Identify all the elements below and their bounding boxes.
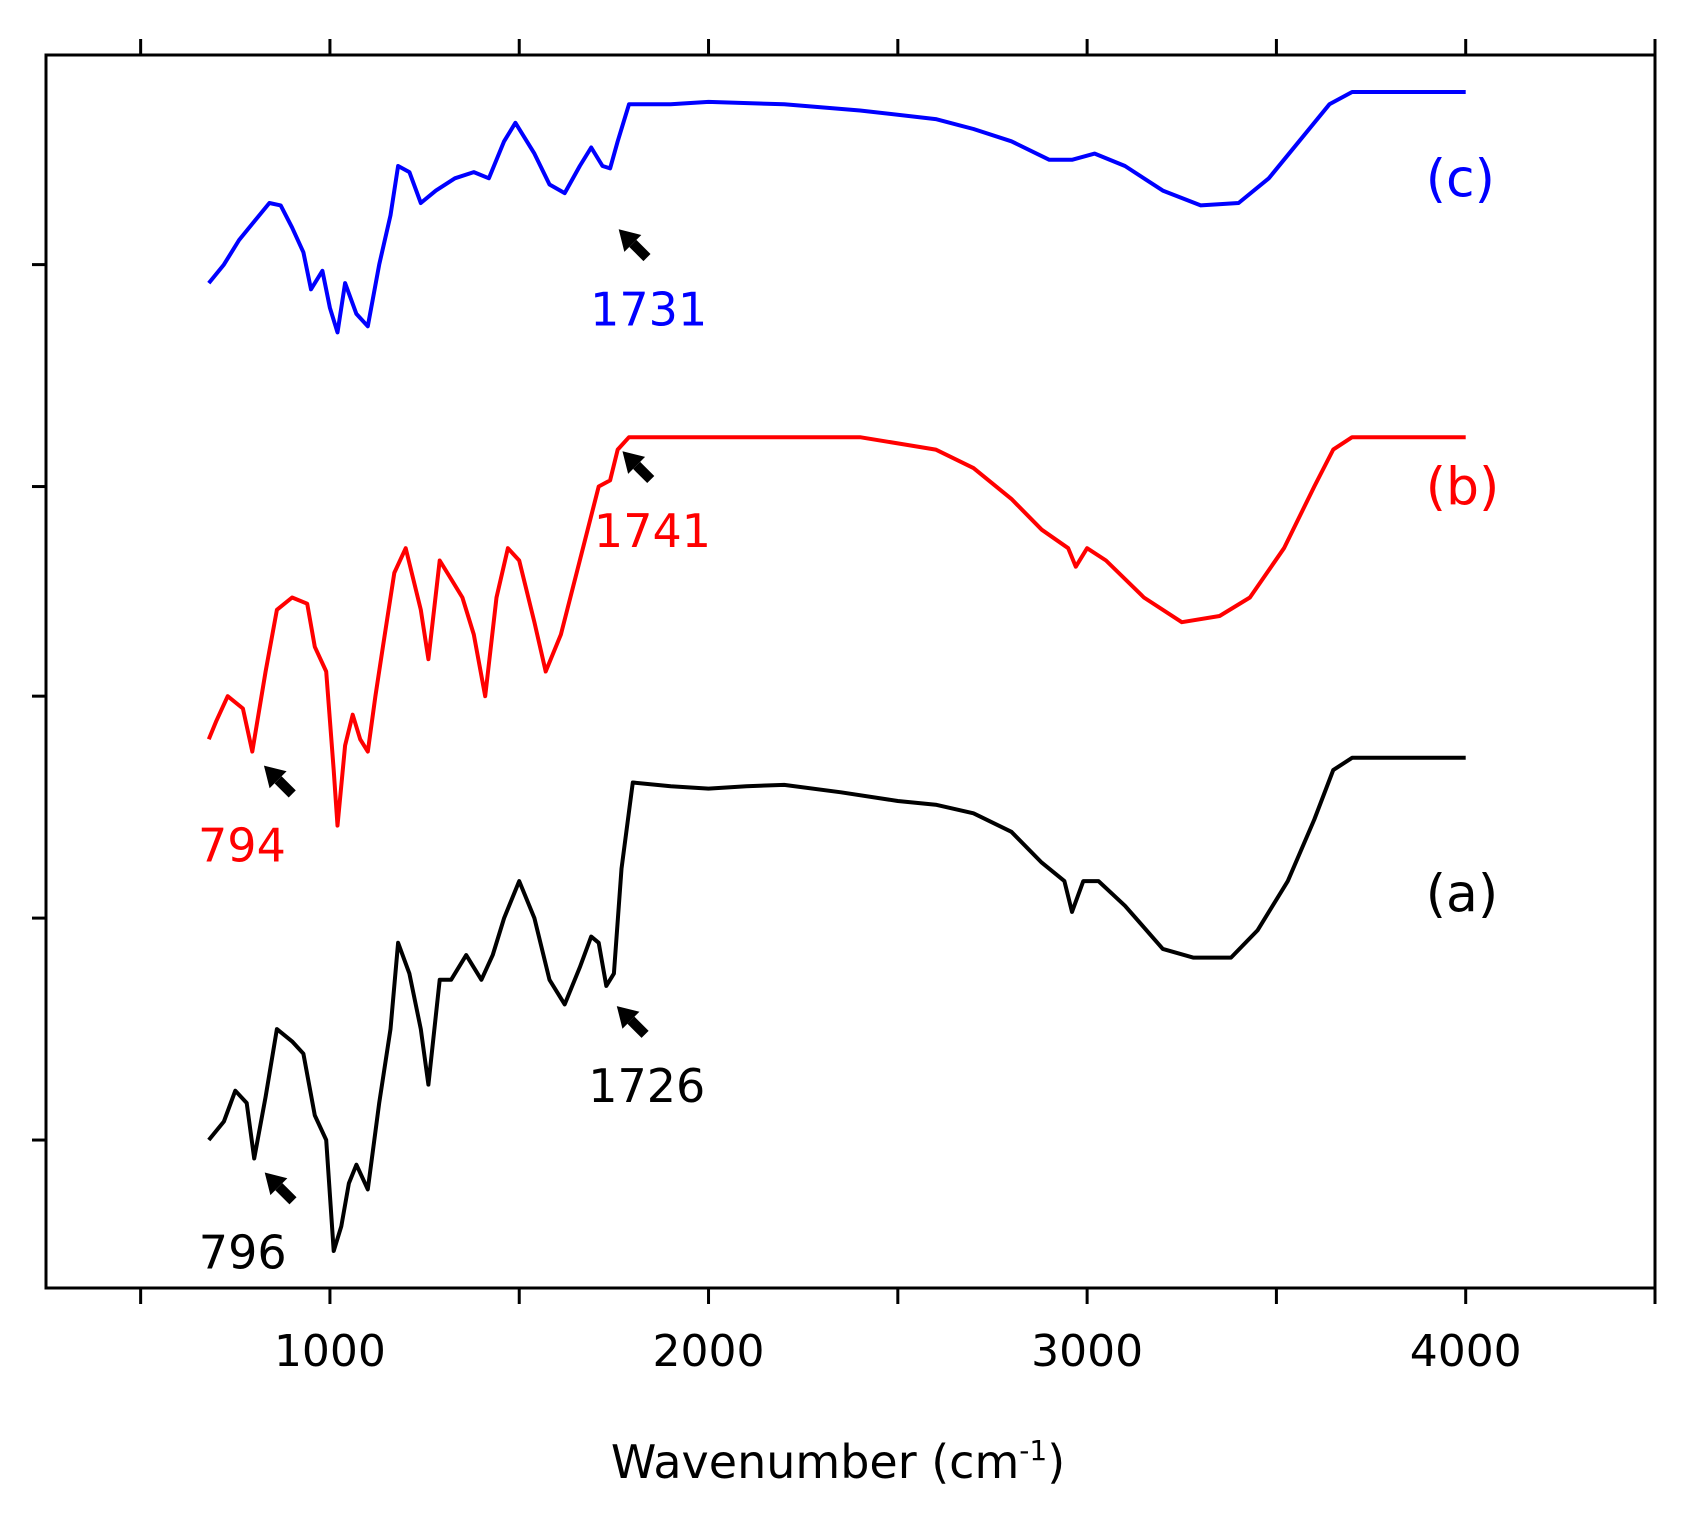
series-name-label: (a) (1426, 864, 1498, 924)
x-tick-label: 2000 (653, 1326, 765, 1377)
series-line (206, 435, 1466, 828)
series-line (207, 755, 1466, 1253)
peak-arrow-head (622, 451, 646, 474)
series-name-label: (c) (1426, 149, 1495, 209)
series-layer (206, 90, 1466, 1253)
peak-arrow-shaft (629, 239, 651, 262)
annotation-layer: (a) 796 1726 (b) 794 1741 (c) 1731 (198, 149, 1499, 1279)
x-tick-label: 4000 (1410, 1326, 1522, 1377)
peak-arrow-head (618, 229, 642, 252)
series-line (207, 90, 1466, 335)
x-tick-label: 1000 (274, 1326, 386, 1377)
peak-label: 1731 (590, 282, 707, 336)
peak-label: 794 (198, 819, 286, 873)
x-axis-ticks: 1000 2000 3000 4000 (139, 39, 1657, 1377)
peak-arrow-head (616, 1006, 640, 1029)
plot-frame (44, 53, 1657, 1290)
series-name-label: (b) (1426, 458, 1500, 518)
peak-arrow-shaft (274, 776, 296, 798)
peak-arrow-shaft (275, 1183, 297, 1205)
x-axis-label: Wavenumber (cm-1) (611, 1434, 1065, 1489)
peak-label: 1741 (594, 504, 711, 558)
peak-label: 1726 (588, 1059, 705, 1113)
peak-arrow-shaft (633, 461, 655, 484)
peak-arrow-shaft (627, 1016, 649, 1038)
x-tick-label: 3000 (1031, 1326, 1143, 1377)
peak-arrow-head (263, 765, 287, 789)
peak-label: 796 (199, 1226, 287, 1280)
peak-arrow-head (264, 1172, 288, 1196)
y-axis-ticks (32, 263, 46, 1142)
